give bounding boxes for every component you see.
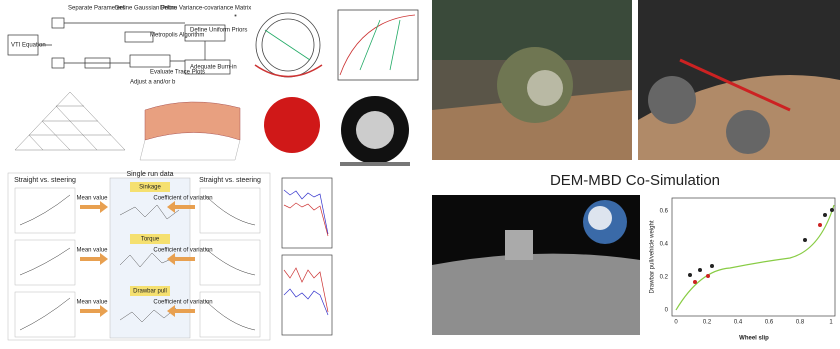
workflow-title: Single run data: [126, 171, 173, 178]
flow-step: Adequate Burn-in: [190, 65, 237, 71]
y-tick-label: 0: [665, 308, 669, 314]
workflow-label: Coefficient of variation: [153, 248, 212, 254]
workflow-label: Coefficient of variation: [153, 196, 212, 202]
workflow-label: Coefficient of variation: [153, 300, 212, 306]
moon-image: [432, 195, 640, 335]
vehicle-image: [638, 0, 840, 160]
workflow-label: Mean value: [76, 248, 108, 254]
flow-start: VTI Equation: [11, 43, 46, 49]
measure: Torque: [141, 237, 160, 243]
workflow-label: Mean value: [76, 300, 108, 306]
sphere: [264, 97, 320, 153]
x-tick-label: 0: [674, 320, 678, 326]
x-tick-label: 1: [829, 320, 833, 326]
workflow-title: Straight vs. steering: [199, 177, 261, 184]
y-axis-label: Drawbar pull/vehicle weight: [650, 220, 656, 293]
measure: Drawbar pull: [133, 289, 167, 295]
x-tick-label: 0.2: [703, 320, 712, 326]
x-tick-label: 0.4: [734, 320, 743, 326]
rover-wheel-image: [432, 0, 632, 160]
x-tick-label: 0.8: [796, 320, 805, 326]
x-tick-label: 0.6: [765, 320, 774, 326]
page: {"left_panel":{"flowchart":{"start":"VTI…: [0, 0, 840, 344]
measure: Sinkage: [139, 185, 161, 191]
section-title: DEM-MBD Co-Simulation: [550, 172, 720, 189]
y-tick-label: 0.4: [660, 242, 669, 248]
x-axis-label: Wheel slip: [739, 336, 769, 342]
flow-step: Adjust a and/or b: [130, 80, 176, 86]
flow-step: Define Uniform Priors: [190, 28, 247, 34]
y-tick-label: 0.6: [660, 209, 669, 215]
workflow-label: Mean value: [76, 196, 108, 202]
workflow-title: Straight vs. steering: [14, 177, 76, 184]
left-panel: [0, 0, 428, 344]
flow-step: Define Variance-covariance Matrix: [160, 6, 251, 12]
collage: VTI Equation Separate Parameters Define …: [0, 0, 840, 344]
slip-plot: [672, 198, 835, 316]
y-tick-label: 0.2: [660, 275, 669, 281]
